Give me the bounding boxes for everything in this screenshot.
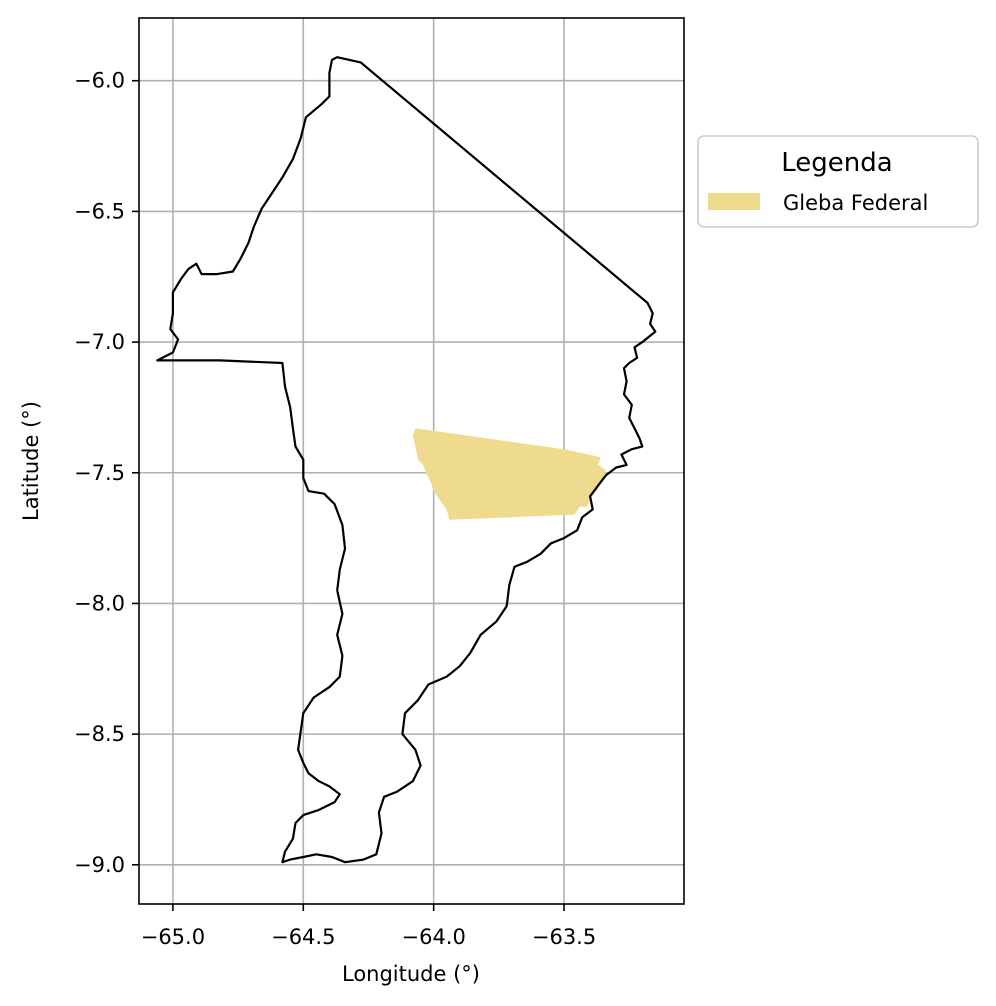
y-tick-label: −6.0 (74, 69, 125, 93)
x-tick-label: −65.0 (141, 925, 205, 949)
axes-frame (138, 17, 685, 905)
y-axis-title: Latitude (°) (19, 401, 43, 521)
plot-area (139, 18, 684, 904)
x-tick-label: −64.0 (401, 925, 465, 949)
x-tick-label: −64.5 (271, 925, 335, 949)
y-axis-ticks: −6.0 −6.5 −7.0 −7.5 −8.0 −8.5 −9.0 (74, 69, 139, 877)
legend-label-gleba-federal: Gleba Federal (783, 191, 928, 215)
x-axis-title: Longitude (°) (342, 962, 480, 986)
y-tick-label: −8.5 (74, 722, 125, 746)
x-tick-label: −63.5 (532, 925, 596, 949)
y-tick-label: −8.0 (74, 591, 125, 615)
legend-title: Legenda (781, 148, 892, 178)
y-tick-label: −7.0 (74, 330, 125, 354)
map-layers (156, 56, 657, 864)
legend-swatch-gleba-federal (708, 193, 760, 210)
y-tick-label: −9.0 (74, 853, 125, 877)
boundary-outline (156, 56, 657, 864)
grid-horizontal (139, 79, 684, 866)
y-tick-label: −7.5 (74, 461, 125, 485)
legend-box (697, 135, 979, 228)
x-axis-ticks: −65.0 −64.5 −64.0 −63.5 (141, 904, 596, 949)
legend: Legenda Gleba Federal (697, 135, 979, 228)
y-tick-label: −6.5 (74, 199, 125, 223)
gleba-federal-polygon (412, 428, 606, 520)
